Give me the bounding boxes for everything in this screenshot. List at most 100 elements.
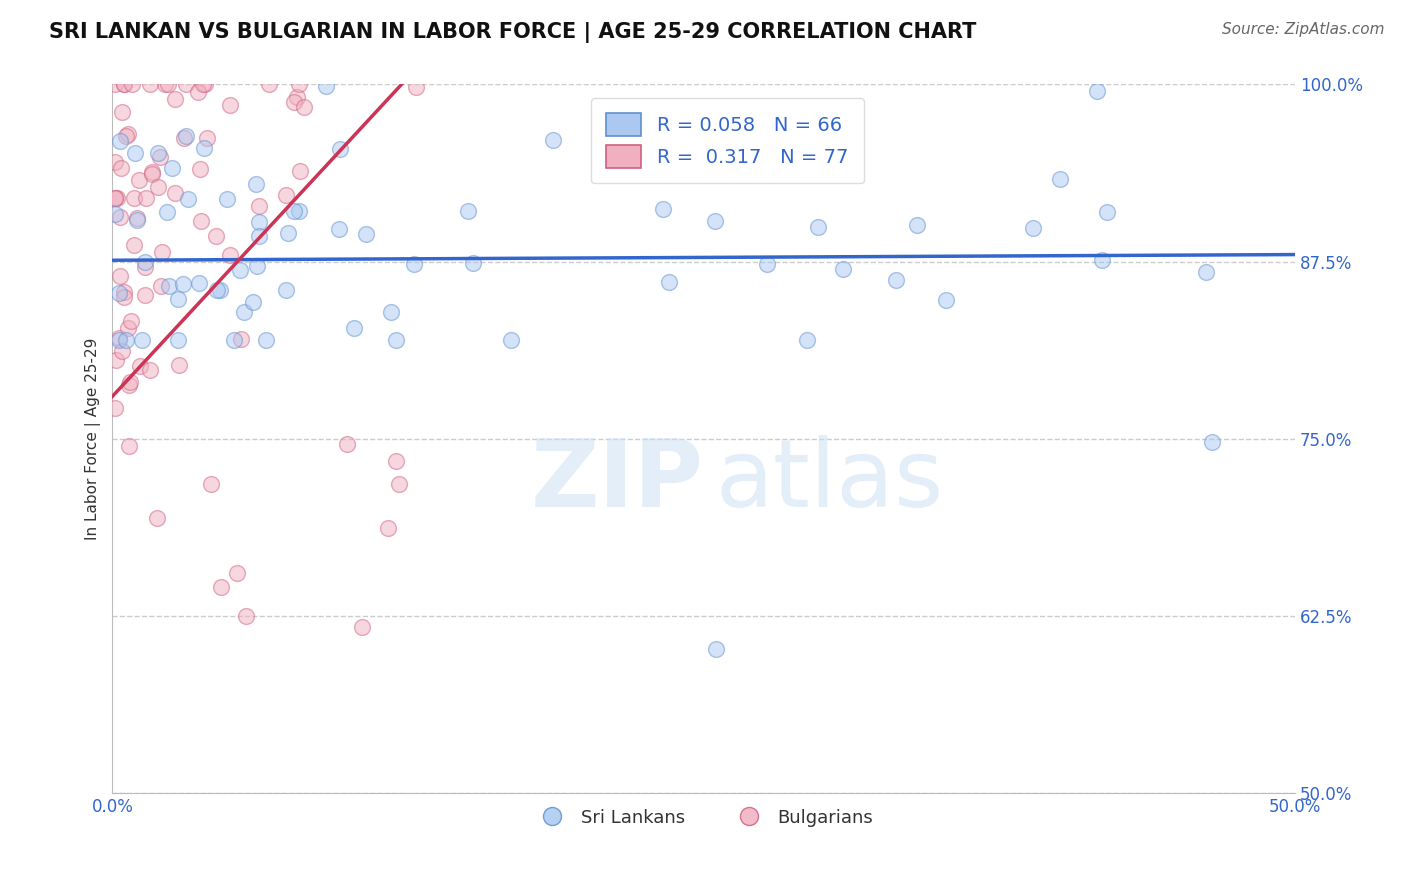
Point	[146, 179, 169, 194]
Point	[1195, 265, 1218, 279]
Point	[209, 580, 232, 594]
Point	[188, 276, 211, 290]
Text: Source: ZipAtlas.com: Source: ZipAtlas.com	[1222, 22, 1385, 37]
Point	[172, 277, 194, 291]
Point	[796, 333, 818, 347]
Point	[277, 226, 299, 240]
Point	[1022, 221, 1045, 235]
Point	[935, 293, 957, 307]
Point	[112, 78, 135, 92]
Point	[141, 165, 163, 179]
Point	[108, 134, 131, 148]
Point	[118, 378, 141, 392]
Point	[104, 191, 127, 205]
Point	[156, 205, 179, 219]
Text: SRI LANKAN VS BULGARIAN IN LABOR FORCE | AGE 25-29 CORRELATION CHART: SRI LANKAN VS BULGARIAN IN LABOR FORCE |…	[49, 22, 977, 44]
Point	[110, 161, 132, 176]
Point	[288, 78, 311, 92]
Point	[124, 146, 146, 161]
Point	[328, 222, 350, 236]
Point	[167, 333, 190, 347]
Point	[157, 278, 180, 293]
Point	[377, 521, 399, 535]
Point	[229, 263, 252, 277]
Point	[1201, 434, 1223, 449]
Text: ZIP: ZIP	[531, 435, 704, 527]
Point	[188, 162, 211, 177]
Point	[350, 619, 373, 633]
Point	[499, 333, 522, 347]
Point	[105, 353, 128, 368]
Point	[232, 305, 254, 319]
Point	[146, 145, 169, 160]
Point	[150, 245, 173, 260]
Point	[402, 257, 425, 271]
Point	[222, 333, 245, 347]
Point	[208, 283, 231, 297]
Point	[336, 437, 359, 451]
Point	[104, 78, 127, 92]
Point	[200, 476, 222, 491]
Point	[246, 259, 269, 273]
Point	[1091, 253, 1114, 268]
Point	[156, 78, 179, 92]
Point	[117, 321, 139, 335]
Point	[245, 177, 267, 191]
Point	[905, 218, 928, 232]
Point	[218, 98, 240, 112]
Point	[128, 172, 150, 186]
Point	[247, 199, 270, 213]
Point	[832, 261, 855, 276]
Point	[118, 439, 141, 453]
Point	[167, 359, 190, 373]
Point	[149, 278, 172, 293]
Point	[285, 90, 308, 104]
Point	[405, 79, 427, 94]
Text: atlas: atlas	[716, 435, 943, 527]
Point	[112, 285, 135, 299]
Point	[174, 78, 197, 92]
Point	[457, 204, 479, 219]
Point	[104, 154, 127, 169]
Point	[122, 238, 145, 252]
Point	[385, 454, 408, 468]
Point	[127, 212, 149, 227]
Point	[187, 85, 209, 99]
Point	[463, 256, 485, 270]
Point	[756, 257, 779, 271]
Point	[217, 192, 239, 206]
Point	[242, 295, 264, 310]
Point	[651, 202, 673, 216]
Point	[134, 254, 156, 268]
Legend: Sri Lankans, Bulgarians: Sri Lankans, Bulgarians	[527, 802, 880, 834]
Point	[122, 191, 145, 205]
Point	[256, 333, 278, 347]
Point	[104, 401, 127, 415]
Point	[354, 227, 377, 242]
Point	[247, 228, 270, 243]
Point	[111, 344, 134, 359]
Point	[141, 167, 163, 181]
Point	[194, 78, 217, 92]
Point	[276, 188, 298, 202]
Point	[108, 268, 131, 283]
Point	[190, 214, 212, 228]
Point	[139, 78, 162, 92]
Point	[134, 260, 156, 275]
Point	[380, 304, 402, 318]
Point	[165, 92, 187, 106]
Point	[112, 78, 135, 92]
Point	[807, 220, 830, 235]
Point	[205, 283, 228, 297]
Point	[259, 78, 281, 92]
Point	[108, 286, 131, 301]
Point	[235, 609, 257, 624]
Point	[388, 476, 411, 491]
Point	[292, 100, 315, 114]
Point	[108, 210, 131, 224]
Point	[135, 191, 157, 205]
Point	[329, 142, 352, 156]
Point	[884, 273, 907, 287]
Point	[149, 150, 172, 164]
Point	[153, 78, 176, 92]
